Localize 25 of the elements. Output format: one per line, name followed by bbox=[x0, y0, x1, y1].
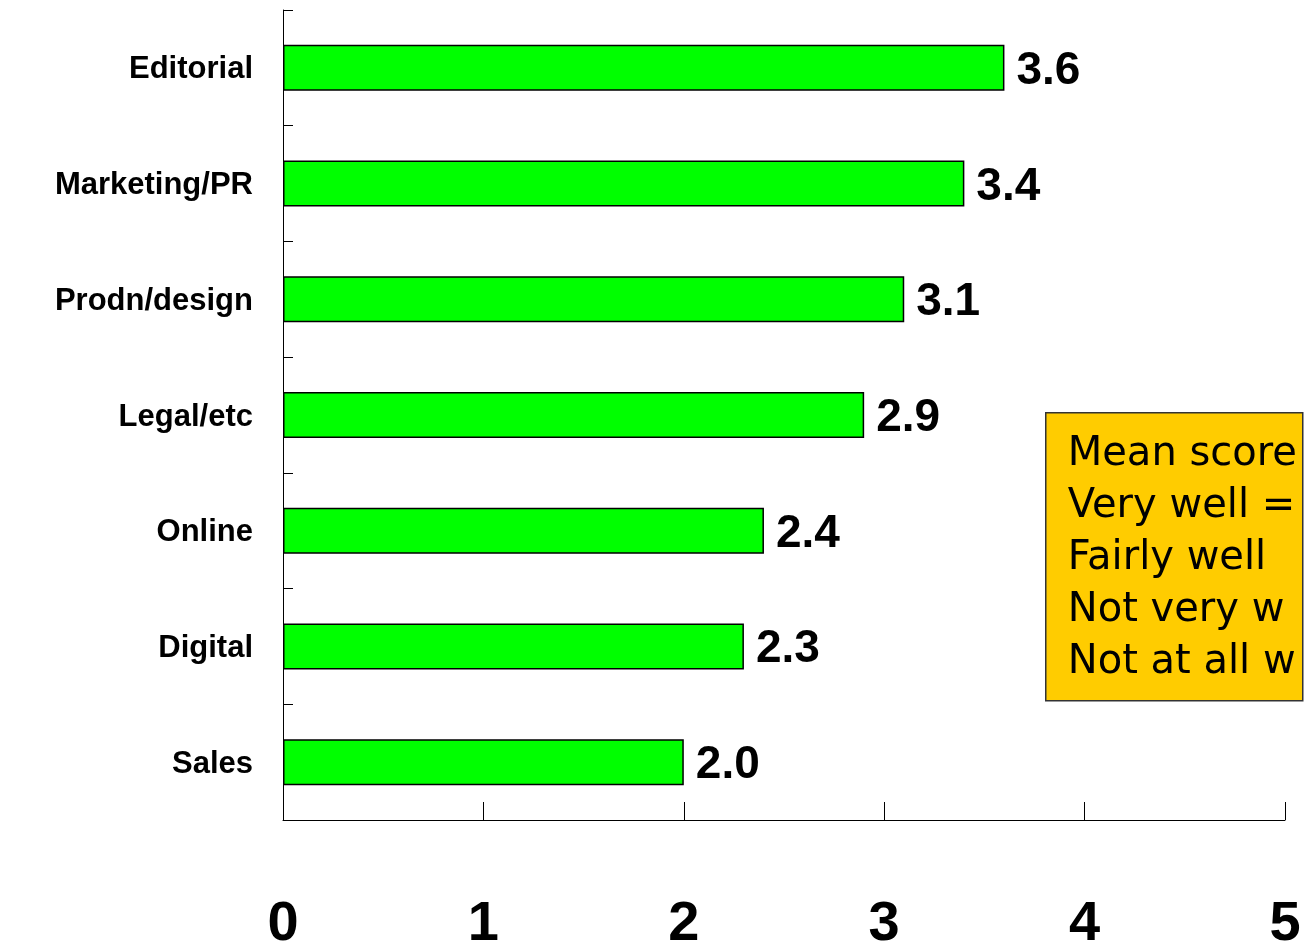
y-tick-label: Online bbox=[156, 513, 253, 549]
y-tick-label: Marketing/PR bbox=[54, 166, 253, 202]
data-label: 2.3 bbox=[755, 620, 820, 673]
annotation: Very well = bbox=[1067, 479, 1296, 526]
y-tick-label: Legal/etc bbox=[118, 397, 253, 433]
y-tick-label: Sales bbox=[171, 744, 253, 780]
data-label: 3.1 bbox=[916, 273, 981, 326]
x-tick-label: 0 bbox=[267, 888, 299, 943]
x-tick-label: 1 bbox=[467, 888, 499, 943]
annotation: Not at all w bbox=[1067, 635, 1296, 682]
annotation: Not very w bbox=[1067, 583, 1285, 630]
x-tick-label: 3 bbox=[868, 888, 900, 943]
x-tick-label: 4 bbox=[1069, 888, 1101, 943]
data-label: 3.6 bbox=[1016, 41, 1081, 94]
data-label: 3.4 bbox=[976, 157, 1041, 210]
y-tick-label: Editorial bbox=[128, 50, 253, 86]
annotation: Fairly well bbox=[1067, 531, 1267, 578]
annotation: Mean score bbox=[1067, 427, 1297, 474]
x-tick-label: 5 bbox=[1269, 888, 1301, 943]
y-tick-label: Prodn/design bbox=[54, 281, 253, 317]
y-tick-label: Digital bbox=[158, 628, 253, 664]
data-label: 2.0 bbox=[695, 736, 760, 789]
data-label: 2.9 bbox=[876, 389, 941, 441]
x-tick-label: 2 bbox=[668, 888, 700, 943]
data-label: 2.4 bbox=[775, 504, 841, 557]
